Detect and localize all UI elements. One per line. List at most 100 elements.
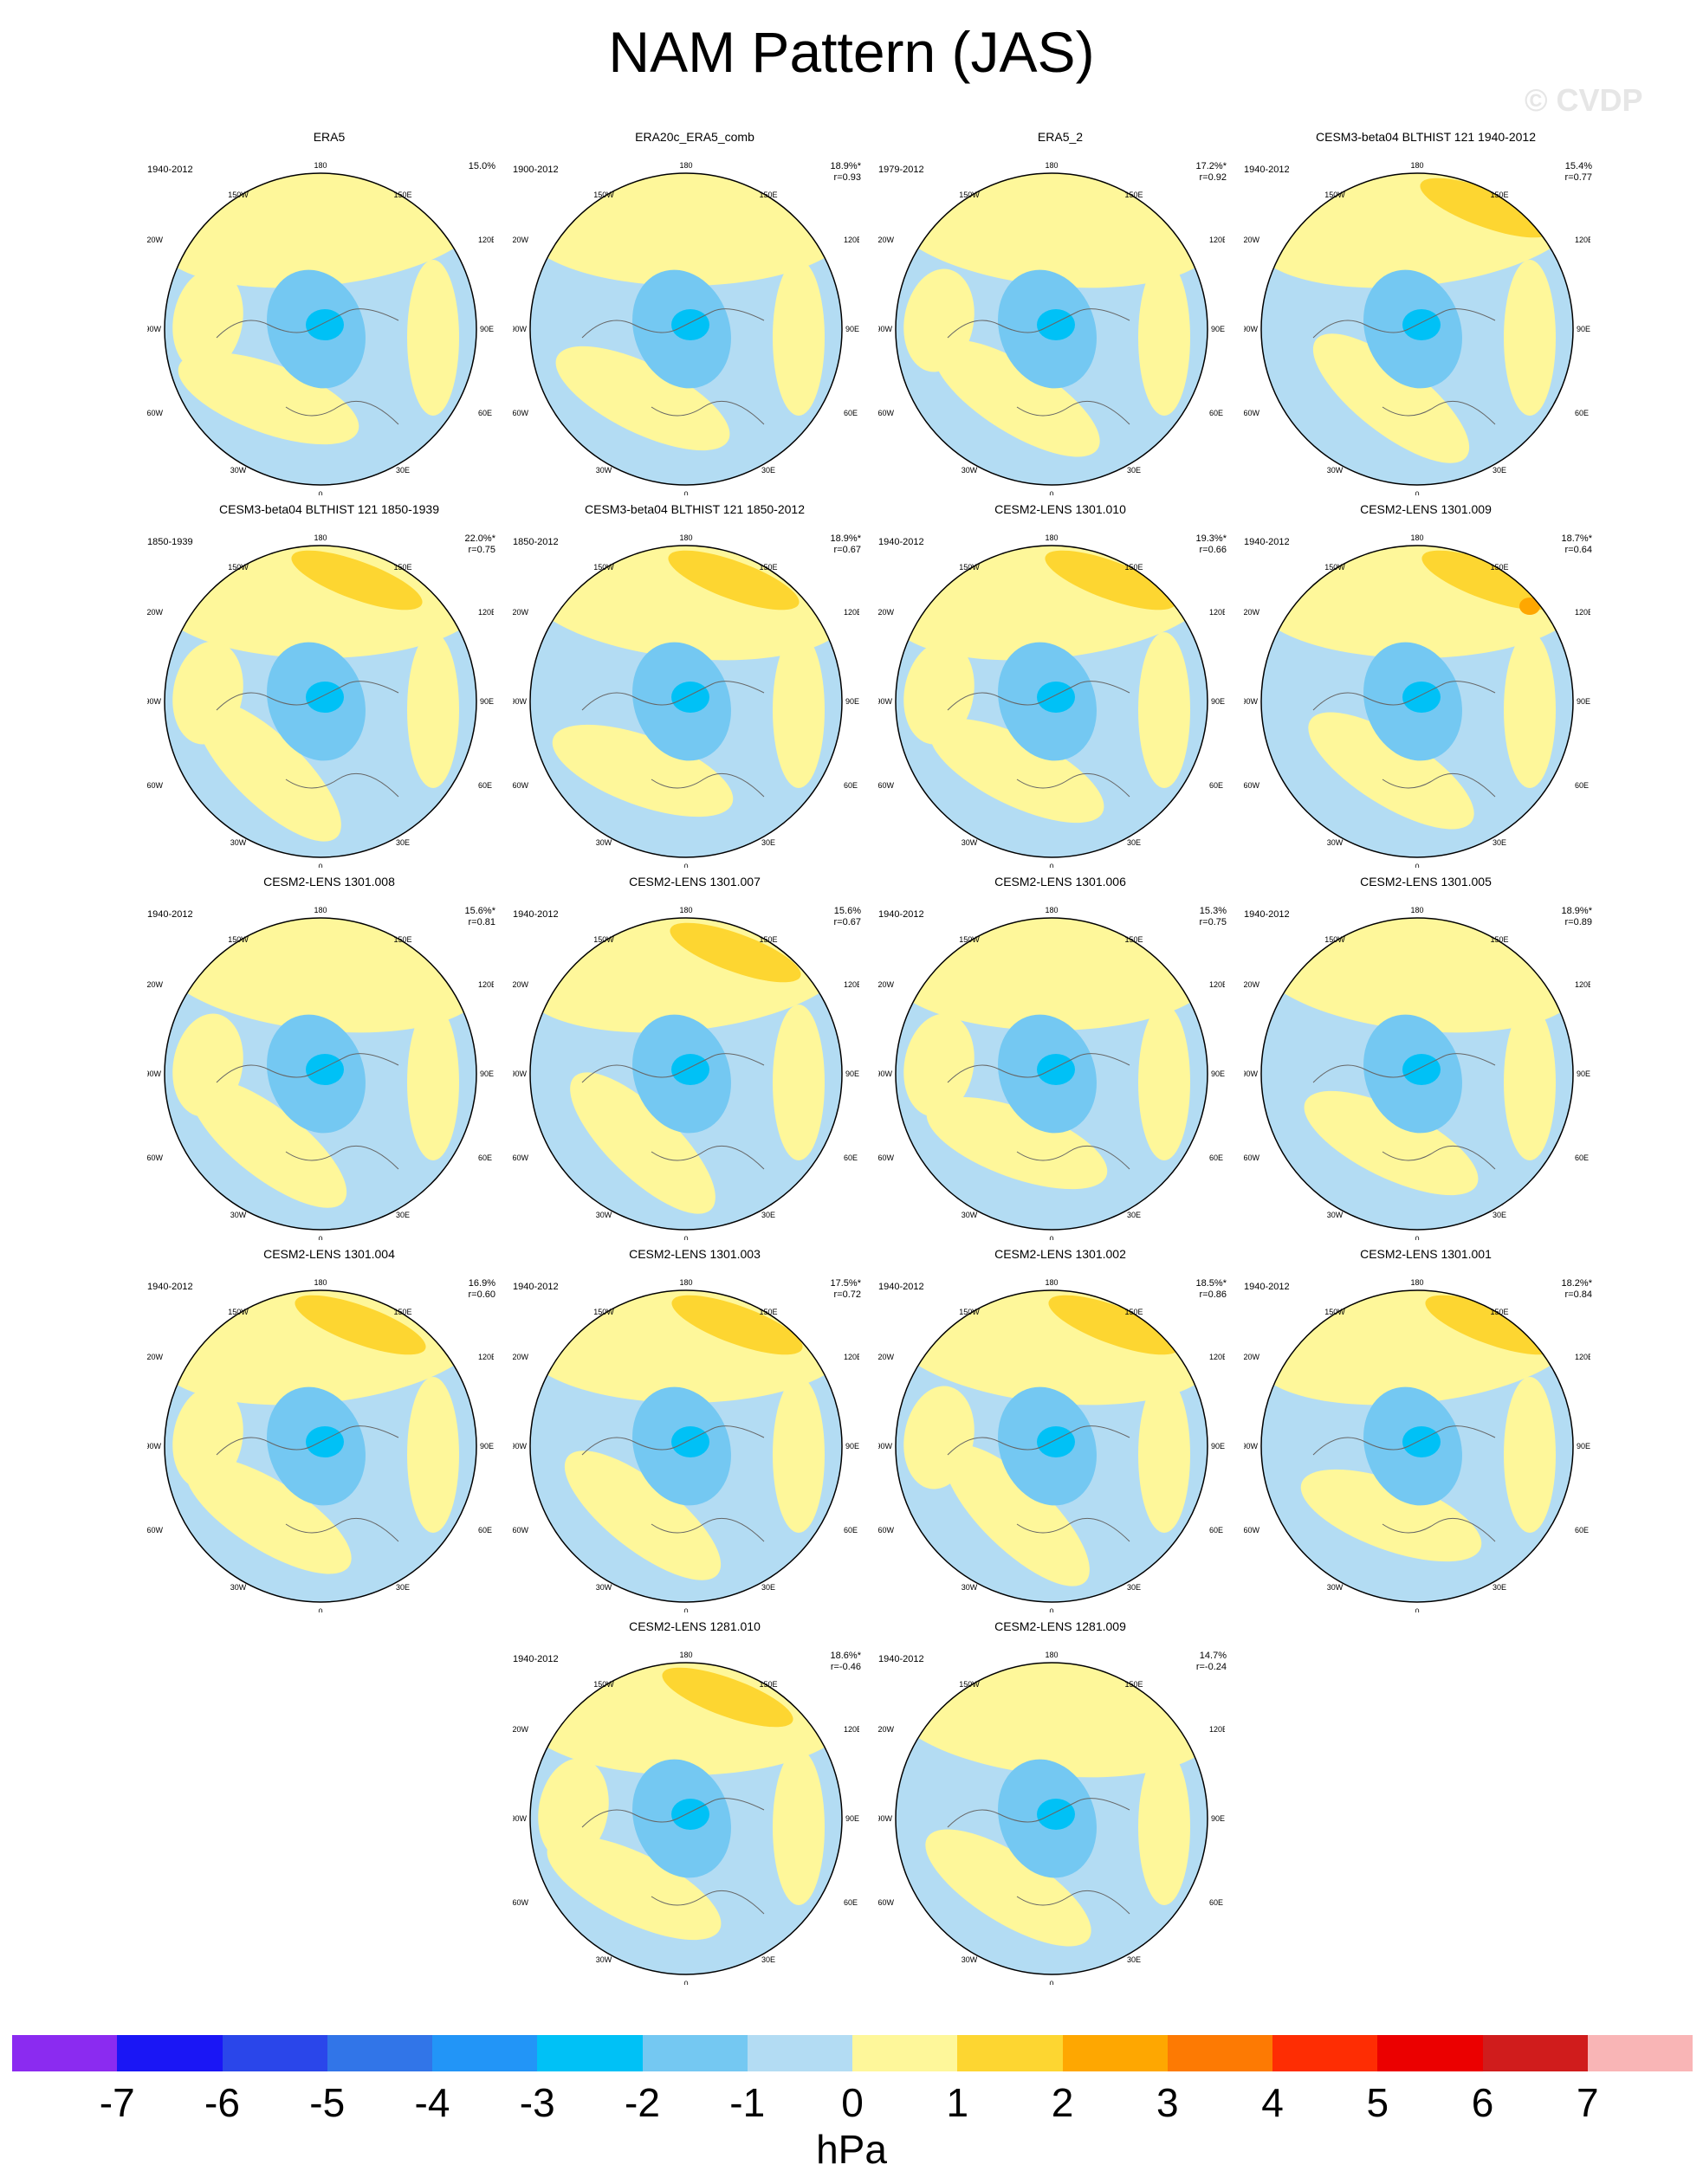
coastline <box>216 1053 399 1083</box>
anomaly-negative-strong <box>1402 1054 1441 1085</box>
pattern-correlation: r=0.67 <box>833 917 862 927</box>
coastline <box>1382 1145 1496 1170</box>
panel-title: CESM2-LENS 1301.004 <box>263 1247 395 1261</box>
panel-period: 1940-2012 <box>878 1282 924 1292</box>
longitude-label: 30E <box>1127 1211 1141 1219</box>
longitude-label: 90E <box>1577 697 1590 706</box>
anomaly-negative-strong <box>306 1054 344 1085</box>
panel-title: CESM3-beta04 BLTHIST 121 1850-2012 <box>585 502 805 516</box>
longitude-label: 30W <box>596 466 612 475</box>
anomaly-positive <box>1304 1090 1479 1196</box>
coastline <box>285 1145 399 1170</box>
anomaly-positive-strong <box>668 550 800 611</box>
panel-title: CESM2-LENS 1301.006 <box>994 875 1126 888</box>
polar-map: 180 0 150W 150E 120W 120E 90W 90E 60W 60E 30W 30E <box>878 906 1225 1240</box>
map-panel: ERA5_21979-201217.2%*r=0.921800150W150E1… <box>878 130 1242 495</box>
map-panel: CESM2-LENS 1301.002 1940-2012 18.5%* r=0.86… <box>878 1247 1242 1612</box>
longitude-label: 150W <box>959 1308 980 1316</box>
coastline <box>285 772 399 798</box>
anomaly-negative-strong <box>671 309 709 340</box>
longitude-label: 90E <box>480 325 494 333</box>
panel-variance: 18.9%* r=0.67 <box>831 533 861 556</box>
anomaly-positive <box>564 1451 722 1580</box>
longitude-label: 0 <box>683 490 688 495</box>
longitude-label: 0 <box>1049 1607 1053 1612</box>
anomaly-negative-strong <box>671 1426 709 1457</box>
colorbar-swatch <box>12 2035 118 2071</box>
longitude-label: 180 <box>1045 533 1058 542</box>
anomaly-positive <box>555 346 730 451</box>
anomaly-negative-strong <box>1037 1799 1075 1830</box>
longitude-label: 150W <box>593 1680 614 1689</box>
longitude-label: 30E <box>1127 466 1141 475</box>
pattern-correlation: r=0.81 <box>468 917 496 927</box>
colorbar-tick-label: 3 <box>1156 2080 1179 2125</box>
longitude-label: 60W <box>878 1898 894 1907</box>
longitude-label: 90E <box>845 1442 859 1451</box>
longitude-label: 60W <box>513 1898 528 1907</box>
anomaly-negative-strong <box>1402 309 1441 340</box>
coastline <box>1016 1145 1130 1170</box>
pattern-correlation: r=0.92 <box>1199 172 1227 183</box>
colorbar-tick-label: 6 <box>1471 2080 1494 2125</box>
longitude-label: 30E <box>761 1211 775 1219</box>
pattern-correlation: r=0.89 <box>1564 917 1593 927</box>
longitude-label: 150W <box>959 1680 980 1689</box>
longitude-label: 30E <box>761 1955 775 1964</box>
map-panel: CESM2-LENS 1301.007 1940-2012 15.6% r=0.67 1… <box>513 875 877 1240</box>
map-panel: CESM2-LENS 1301.006 1940-2012 15.3% r=0.75 1… <box>878 875 1242 1240</box>
longitude-label: 90E <box>1211 1814 1225 1823</box>
anomaly-positive <box>407 260 459 416</box>
longitude-label: 0 <box>683 863 688 868</box>
anomaly-negative-strong <box>1402 682 1441 713</box>
longitude-label: 30W <box>230 466 247 475</box>
longitude-label: 60W <box>513 409 528 417</box>
map-boundary <box>895 917 1208 1231</box>
longitude-label: 30E <box>761 838 775 847</box>
coastline <box>651 1890 765 1915</box>
longitude-label: 60W <box>1244 1526 1259 1535</box>
panel-period: 1940-2012 <box>147 165 193 175</box>
longitude-label: 150E <box>1124 1308 1143 1316</box>
map-boundary <box>895 1289 1208 1603</box>
longitude-label: 120W <box>147 980 164 989</box>
panel-variance: 15.0% <box>469 161 495 172</box>
panel-period: 1940-2012 <box>878 909 924 920</box>
longitude-label: 30W <box>1327 1583 1344 1592</box>
longitude-label: 90W <box>513 1814 527 1823</box>
anomaly-negative-strong <box>1402 1426 1441 1457</box>
panel-period: 1940-2012 <box>878 1654 924 1664</box>
longitude-label: 120W <box>513 236 529 244</box>
panel-variance: 18.5%* r=0.86 <box>1196 1278 1227 1301</box>
longitude-label: 150E <box>393 563 411 572</box>
map-panel: CESM2-LENS 1281.009 1940-2012 14.7% r=-0.24… <box>878 1619 1242 1985</box>
longitude-label: 30W <box>230 838 247 847</box>
longitude-label: 60E <box>1209 1898 1223 1907</box>
map-boundary <box>1260 917 1574 1231</box>
variance-explained: 15.6%* <box>464 906 495 916</box>
longitude-label: 30W <box>962 1583 978 1592</box>
pattern-correlation: r=0.77 <box>1564 172 1593 183</box>
map-boundary <box>895 1662 1208 1975</box>
variance-explained: 14.7% <box>1199 1651 1227 1661</box>
panel-period: 1940-2012 <box>513 1654 559 1664</box>
longitude-label: 30E <box>396 838 410 847</box>
longitude-label: 150W <box>228 1308 249 1316</box>
anomaly-positive <box>552 724 734 817</box>
map-boundary <box>895 545 1208 858</box>
map-panel: CESM2-LENS 1301.010 1940-2012 19.3%* r=0.66… <box>878 502 1242 868</box>
watermark: © CVDP <box>1525 82 1643 118</box>
pattern-correlation: r=-0.46 <box>830 1662 861 1672</box>
variance-explained: 17.2%* <box>1195 161 1227 171</box>
panel-period: 1940-2012 <box>1244 1282 1290 1292</box>
colorbar-tick-label: -5 <box>309 2080 346 2125</box>
anomaly-positive-strong <box>1421 550 1553 611</box>
longitude-label: 150W <box>228 563 249 572</box>
anomaly-positive <box>172 641 243 745</box>
anomaly-positive <box>1504 260 1556 416</box>
pattern-correlation: r=0.66 <box>1199 545 1227 555</box>
longitude-label: 150W <box>228 935 249 944</box>
longitude-label: 90W <box>513 325 527 333</box>
longitude-label: 120E <box>844 980 859 989</box>
longitude-label: 120E <box>844 236 859 244</box>
